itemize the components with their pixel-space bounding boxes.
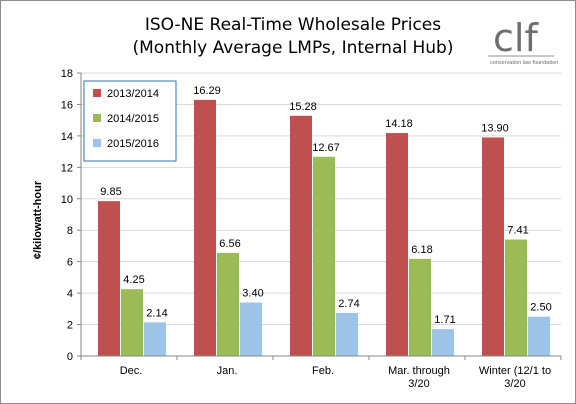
- bar: [313, 156, 335, 356]
- data-label: 14.18: [385, 118, 413, 130]
- x-tick-label: Winter (12/1 to 3/20: [479, 365, 551, 390]
- data-label: 7.41: [507, 224, 528, 236]
- y-tick-label: 12: [61, 162, 73, 174]
- bar: [98, 201, 120, 356]
- legend-swatch: [93, 89, 101, 97]
- bar: [290, 115, 312, 357]
- data-label: 6.18: [411, 244, 432, 256]
- logo-tagline: conservation law foundation: [490, 60, 558, 66]
- bar: [409, 258, 431, 356]
- bar: [194, 99, 216, 356]
- x-tick-label-line: Feb.: [312, 365, 334, 377]
- x-tick-label-line: Mar. through: [388, 365, 450, 377]
- data-label: 4.25: [123, 274, 144, 286]
- data-label: 2.14: [146, 307, 167, 319]
- legend-label: 2013/2014: [107, 88, 159, 100]
- x-tick-label-line: Dec.: [120, 365, 143, 377]
- legend-label: 2015/2016: [107, 138, 159, 150]
- bar: [432, 329, 454, 356]
- data-labels: 9.85 4.25 2.14 16.29 6.56 3.40 15.28 12.67 2.74 1…: [100, 85, 551, 326]
- data-label: 16.29: [193, 85, 221, 97]
- y-tick-label: 0: [67, 351, 73, 363]
- data-label: 1.71: [434, 314, 455, 326]
- bar: [386, 133, 408, 356]
- bars: [98, 99, 550, 357]
- data-label: 13.90: [481, 122, 509, 134]
- chart-subtitle: (Monthly Average LMPs, Internal Hub): [133, 38, 454, 58]
- legend-swatch: [93, 139, 101, 147]
- legend: 2013/2014 2014/2015 2015/2016: [83, 80, 177, 162]
- x-tick-label: Dec.: [120, 365, 143, 377]
- data-label: 2.74: [338, 298, 359, 310]
- x-tick-label-line: 3/20: [504, 378, 525, 390]
- y-tick-label: 10: [61, 194, 73, 206]
- bar: [336, 312, 358, 356]
- x-tick-label-line: 3/20: [408, 378, 429, 390]
- data-label: 3.40: [242, 288, 263, 300]
- x-tick-label: Mar. through 3/20: [388, 365, 450, 390]
- y-tick-label: 18: [61, 68, 73, 80]
- data-label: 6.56: [219, 238, 240, 250]
- legend-label: 2014/2015: [107, 113, 159, 125]
- bar: [240, 302, 262, 356]
- x-tick-label-line: Jan.: [217, 365, 238, 377]
- logo-text: clf: [493, 16, 539, 60]
- y-tick-label: 6: [67, 257, 73, 269]
- y-tick-label: 8: [67, 225, 73, 237]
- y-tick-label: 4: [67, 288, 73, 300]
- data-label: 15.28: [289, 101, 317, 113]
- data-label: 2.50: [530, 302, 551, 314]
- x-tick-label: Jan.: [217, 365, 238, 377]
- x-tick-label: Feb.: [312, 365, 334, 377]
- y-tick-label: 14: [61, 131, 73, 143]
- y-axis-label: ¢/kilowatt-hour: [32, 180, 44, 259]
- clf-logo: clf conservation law foundation: [488, 16, 558, 66]
- y-tick-label: 2: [67, 320, 73, 332]
- bar: [144, 322, 166, 356]
- data-label: 9.85: [100, 186, 121, 198]
- bar: [505, 239, 527, 356]
- bar: [528, 316, 550, 356]
- bar: [121, 289, 143, 356]
- x-tick-label-line: Winter (12/1 to: [479, 365, 551, 377]
- legend-swatch: [93, 114, 101, 122]
- bar: [482, 137, 504, 356]
- chart-title: ISO-NE Real-Time Wholesale Prices: [145, 15, 441, 35]
- data-label: 12.67: [312, 142, 340, 154]
- y-tick-label: 16: [61, 99, 73, 111]
- bar: [217, 252, 239, 356]
